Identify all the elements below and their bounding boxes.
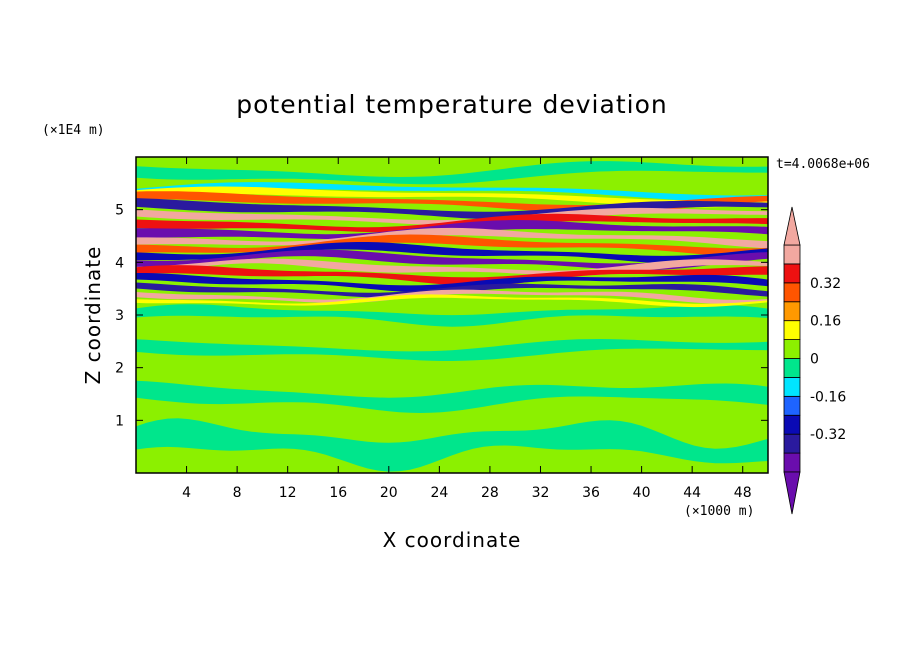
colorbar-label: 0.16 bbox=[810, 314, 841, 330]
y-tick-label: 1 bbox=[115, 413, 124, 429]
colorbar-min-arrow bbox=[783, 471, 801, 515]
y-unit-label: (×1E4 m) bbox=[42, 123, 105, 138]
x-axis: 4 8 12 16 20 24 28 32 36 40 44 48 bbox=[182, 157, 752, 501]
x-tick-label: 16 bbox=[329, 485, 347, 501]
x-tick-label: 4 bbox=[182, 485, 191, 501]
colorbar-max-arrow bbox=[783, 206, 801, 246]
colorbar-swatch bbox=[783, 263, 801, 284]
colorbar-swatch bbox=[783, 414, 801, 435]
x-tick-label: 40 bbox=[633, 485, 651, 501]
field-plot bbox=[136, 157, 768, 473]
x-tick-label: 28 bbox=[481, 485, 499, 501]
lower-field-patch bbox=[136, 304, 768, 327]
field-band bbox=[136, 213, 768, 233]
field-band bbox=[136, 186, 768, 208]
field-band bbox=[136, 294, 768, 308]
lower-field-patch bbox=[136, 339, 768, 361]
y-axis: 1 2 3 4 5 bbox=[115, 203, 768, 429]
y-tick-label: 3 bbox=[115, 308, 124, 324]
field-band bbox=[136, 289, 768, 304]
lower-field-patch bbox=[136, 418, 768, 472]
lower-field-patch bbox=[136, 380, 768, 413]
colorbar-swatch bbox=[783, 282, 801, 303]
x-tick-label: 36 bbox=[582, 485, 600, 501]
x-tick-label: 32 bbox=[532, 485, 550, 501]
colorbar-swatch bbox=[783, 395, 801, 416]
x-axis-label: X coordinate bbox=[383, 528, 522, 552]
colorbar-swatch bbox=[783, 320, 801, 340]
colorbar-label: -0.16 bbox=[810, 389, 846, 405]
colorbar-swatch bbox=[783, 244, 801, 265]
chart-title: potential temperature deviation bbox=[236, 90, 667, 119]
time-label: t=4.0068e+06 bbox=[776, 157, 870, 172]
field-band bbox=[136, 182, 768, 202]
x-unit-label: (×1000 m) bbox=[684, 504, 754, 519]
y-tick-label: 5 bbox=[115, 203, 124, 219]
x-tick-label: 12 bbox=[279, 485, 297, 501]
colorbar-swatch bbox=[783, 339, 801, 359]
x-tick-label: 48 bbox=[734, 485, 752, 501]
colorbar-swatch bbox=[783, 377, 801, 397]
colorbar-swatch bbox=[783, 452, 801, 473]
field-band bbox=[136, 207, 768, 226]
colorbar-label: 0.32 bbox=[810, 276, 841, 292]
y-tick-label: 2 bbox=[115, 361, 124, 377]
field-band bbox=[136, 242, 768, 264]
field-band bbox=[136, 227, 768, 249]
field-band bbox=[136, 273, 768, 293]
x-tick-label: 8 bbox=[233, 485, 242, 501]
y-tick-label: 4 bbox=[115, 255, 124, 271]
x-tick-label: 20 bbox=[380, 485, 398, 501]
field-band bbox=[136, 265, 768, 286]
x-tick-label: 24 bbox=[430, 485, 448, 501]
y-axis-label: Z coordinate bbox=[81, 246, 105, 385]
colorbar-label: -0.32 bbox=[810, 427, 846, 443]
colorbar-swatch bbox=[783, 433, 801, 454]
upper-field-patch bbox=[136, 161, 768, 185]
field-band bbox=[136, 249, 768, 271]
colorbar: 0.32 0.16 0 -0.16 -0.32 bbox=[783, 206, 846, 515]
colorbar-label: 0 bbox=[810, 352, 819, 368]
colorbar-swatch bbox=[783, 358, 801, 378]
colorbar-swatch bbox=[783, 301, 801, 322]
x-tick-label: 44 bbox=[683, 485, 701, 501]
